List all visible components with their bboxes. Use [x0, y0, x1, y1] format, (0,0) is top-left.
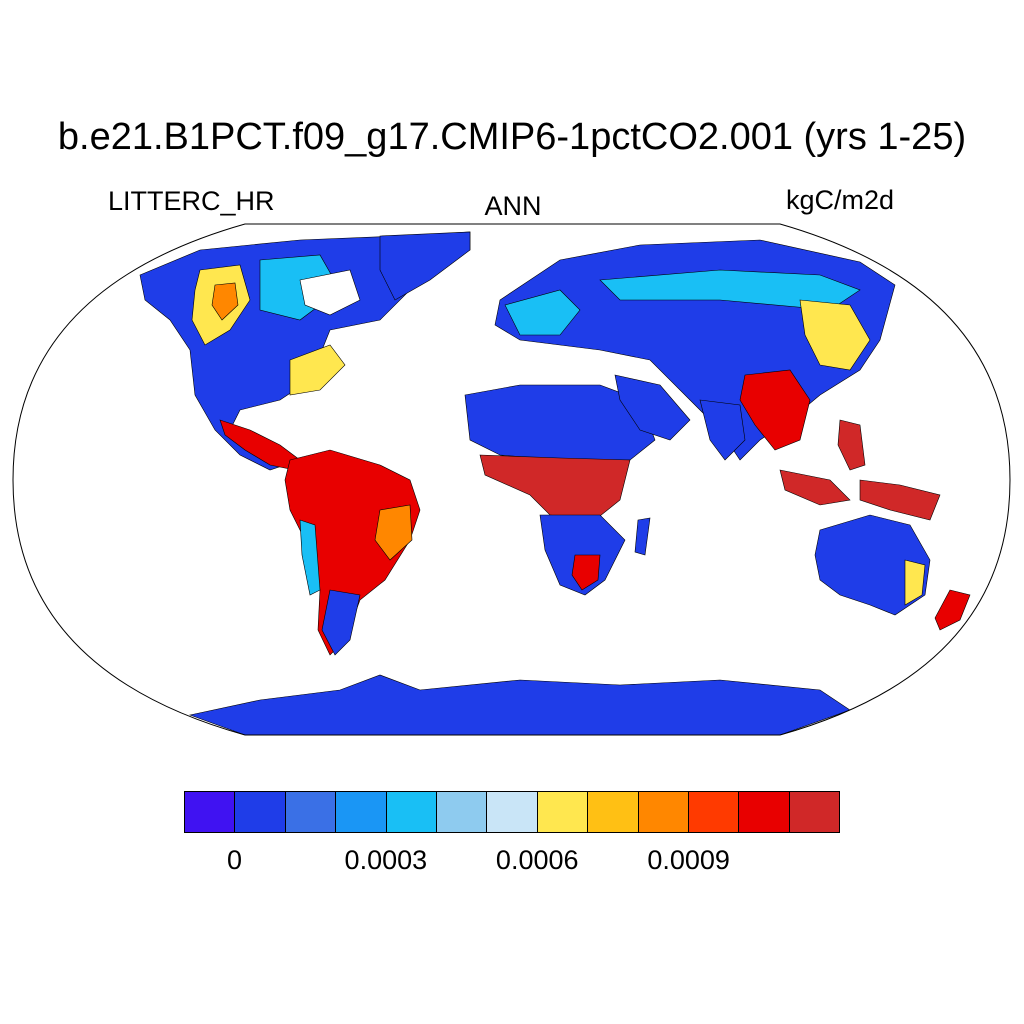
colorbar-box-1: [235, 792, 286, 832]
antarctica: [188, 674, 851, 735]
variable-label: LITTERC_HR: [108, 186, 275, 216]
africa-se: [571, 554, 601, 591]
colorbar-tick-label: 0.0006: [495, 845, 579, 875]
colorbar-box-4: [386, 792, 437, 832]
colorbar-tick-label: 0.0009: [647, 845, 730, 875]
globe-outline: [12, 223, 1011, 736]
arabia: [614, 374, 691, 441]
colorbar-tick-label: 0.0003: [344, 845, 428, 875]
colorbar-box-7: [537, 792, 589, 832]
greenland: [379, 231, 471, 301]
madagascar: [634, 517, 651, 556]
colorbar-box-8: [588, 792, 639, 832]
europe-mid: [504, 289, 581, 336]
colorbar-tick-label: 0: [226, 845, 242, 875]
colorbar-box-2: [285, 792, 337, 832]
colorbar-box-0: [185, 792, 236, 832]
africa-north: [464, 384, 656, 461]
units-label: kgC/m2d: [786, 185, 895, 215]
plot-title: b.e21.B1PCT.f09_g17.CMIP6-1pctCO2.001 (y…: [57, 116, 967, 158]
indonesia-east: [859, 479, 941, 521]
colorbar-box-9: [638, 792, 689, 832]
africa-central: [479, 454, 631, 521]
hudson-bay: [299, 269, 361, 316]
sa-east: [374, 504, 413, 561]
colorbar-box-11: [739, 792, 790, 832]
colorbar-box-3: [336, 792, 387, 832]
east-asia-yellow: [799, 299, 871, 371]
indonesia-west: [779, 469, 851, 506]
philippines: [837, 419, 866, 471]
southeast-asia: [739, 369, 811, 451]
siberia-mid: [599, 269, 861, 311]
colorbar-box-5: [436, 792, 488, 832]
colorbar-box-12: [789, 792, 840, 832]
colorbar: [184, 791, 840, 833]
colorbar-box-6: [487, 792, 538, 832]
sa-andes: [299, 519, 321, 596]
australia: [814, 514, 931, 616]
sa-south: [321, 589, 361, 656]
colorbar-box-10: [688, 792, 740, 832]
australia-east-yellow: [904, 559, 926, 606]
new-zealand: [934, 589, 971, 631]
season-label: ANN: [484, 191, 542, 221]
india: [699, 399, 746, 461]
na-east: [289, 344, 346, 396]
na-west-coast-orange: [211, 282, 239, 321]
